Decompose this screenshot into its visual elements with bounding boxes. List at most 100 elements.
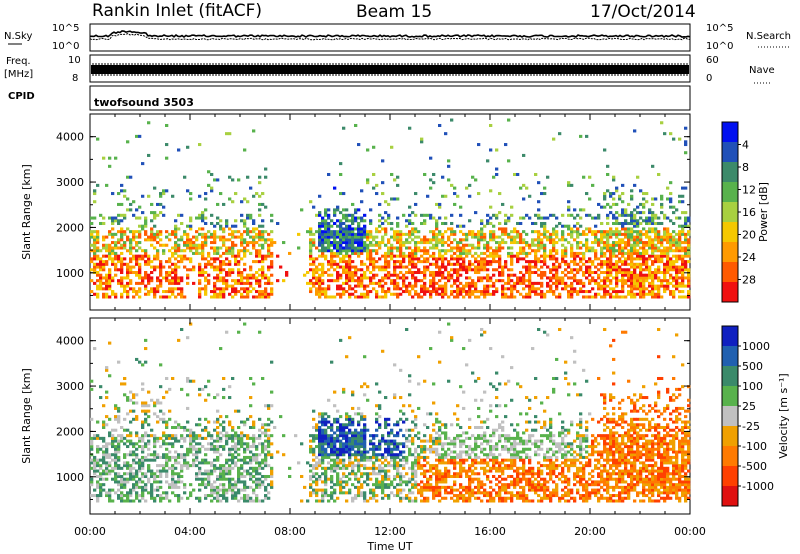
data-cell <box>684 276 688 280</box>
data-cell <box>657 287 661 291</box>
data-cell <box>414 254 418 258</box>
data-cell <box>288 251 292 255</box>
data-cell <box>114 472 118 476</box>
data-cell <box>594 232 598 236</box>
data-cell <box>252 276 256 280</box>
data-cell <box>330 436 334 440</box>
data-cell <box>318 458 322 462</box>
data-cell <box>498 211 502 215</box>
data-cell <box>408 246 412 250</box>
data-cell <box>216 202 220 206</box>
data-cell <box>648 281 652 285</box>
data-cell <box>393 292 397 296</box>
data-cell <box>528 279 532 283</box>
data-cell <box>324 474 328 479</box>
data-cell <box>477 230 481 234</box>
data-cell <box>105 396 109 400</box>
data-cell <box>297 232 301 236</box>
data-cell <box>111 290 115 294</box>
data-cell <box>264 494 268 498</box>
data-cell <box>522 230 526 234</box>
data-cell <box>498 246 502 250</box>
data-cell <box>126 396 130 400</box>
data-cell <box>339 295 343 299</box>
data-cell <box>672 265 676 269</box>
freq-label-2: [MHz] <box>4 69 33 80</box>
data-cell <box>387 265 391 269</box>
data-cell <box>135 434 139 438</box>
data-cell <box>612 251 616 255</box>
data-cell <box>633 270 637 275</box>
data-cell <box>654 197 658 201</box>
data-cell <box>132 290 136 294</box>
data-cell <box>408 290 412 294</box>
data-cell <box>399 260 403 264</box>
data-cell <box>246 445 250 449</box>
data-cell <box>315 287 319 291</box>
data-cell <box>633 183 637 187</box>
data-cell <box>414 292 418 296</box>
data-cell <box>276 279 280 283</box>
nsky-line <box>90 30 691 38</box>
colorbar-segment <box>722 262 738 283</box>
data-cell <box>123 494 127 498</box>
data-cell <box>645 276 649 280</box>
data-cell <box>423 249 427 253</box>
data-cell <box>186 464 190 468</box>
data-cell <box>351 249 355 253</box>
data-cell <box>639 189 643 193</box>
data-cell <box>684 246 688 250</box>
data-cell <box>165 442 169 446</box>
data-cell <box>633 273 637 277</box>
data-cell <box>318 445 322 449</box>
data-cell <box>612 175 616 179</box>
data-cell <box>639 279 643 283</box>
data-cell <box>165 295 169 299</box>
data-cell <box>567 265 571 269</box>
data-cell <box>636 284 640 288</box>
data-cell <box>318 221 322 226</box>
data-cell <box>372 281 376 285</box>
data-cell <box>333 208 337 212</box>
data-cell <box>153 213 157 217</box>
data-cell <box>345 279 349 283</box>
data-cell <box>216 455 220 459</box>
colorbar-segment <box>722 162 738 183</box>
data-cell <box>240 436 244 440</box>
data-cell <box>666 197 670 201</box>
data-cell <box>456 224 460 228</box>
data-cell <box>321 224 325 228</box>
data-cell <box>432 262 436 266</box>
data-cell <box>687 284 691 288</box>
data-cell <box>174 276 178 280</box>
data-cell <box>219 464 223 468</box>
data-cell <box>141 387 145 391</box>
data-cell <box>195 447 199 451</box>
data-cell <box>348 439 352 443</box>
data-cell <box>519 186 523 190</box>
data-cell <box>123 257 127 261</box>
data-cell <box>177 260 181 264</box>
data-cell <box>417 279 421 283</box>
data-cell <box>684 265 688 269</box>
data-cell <box>666 186 670 190</box>
data-cell <box>333 499 337 503</box>
data-cell <box>366 148 370 152</box>
data-cell <box>201 480 205 484</box>
data-cell <box>141 455 145 459</box>
data-cell <box>348 461 352 465</box>
data-cell <box>468 260 472 264</box>
data-cell <box>408 219 412 223</box>
data-cell <box>318 474 322 479</box>
data-cell <box>369 208 373 212</box>
data-cell <box>405 246 409 250</box>
data-cell <box>324 254 328 258</box>
data-cell <box>219 260 223 264</box>
data-cell <box>231 246 235 250</box>
data-cell <box>348 472 352 476</box>
data-cell <box>594 224 598 228</box>
data-cell <box>270 262 274 266</box>
data-cell <box>90 243 94 247</box>
data-cell <box>549 249 553 253</box>
data-cell <box>477 241 481 245</box>
